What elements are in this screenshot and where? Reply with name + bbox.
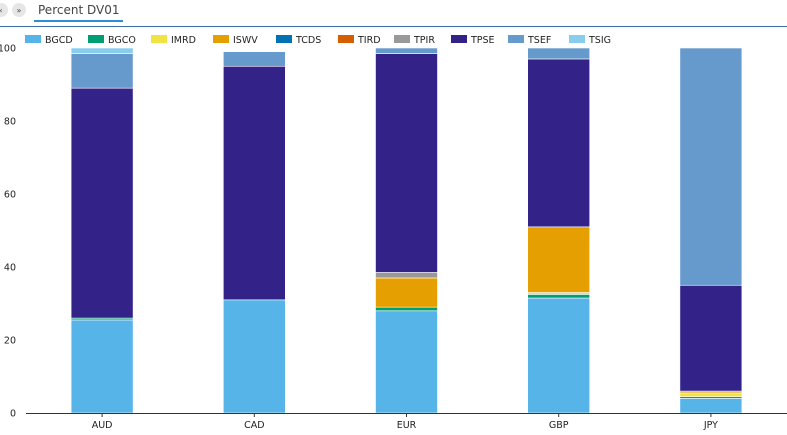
chart-legend: BGCD BGCO IMRD ISWV TCDS TIRD TPIR TPSE TSEF TSIG [25, 35, 611, 46]
x-tick-label-aud: AUD [92, 420, 113, 431]
y-tick-label: 100 [0, 44, 16, 55]
legend-swatch-tsig [569, 35, 585, 43]
legend-item-tsig[interactable]: TSIG [569, 35, 611, 46]
bar-segment-eur-tsef[interactable] [375, 47, 438, 54]
legend-label-bgcd: BGCD [45, 35, 73, 46]
legend-label-tsig: TSIG [588, 35, 611, 46]
legend-item-tcds[interactable]: TCDS [276, 35, 321, 46]
legend-item-tird[interactable]: TIRD [338, 35, 381, 46]
bar-segment-eur-iswv[interactable] [375, 277, 438, 308]
legend-swatch-tpir [394, 35, 410, 43]
bar-stack-jpy[interactable] [679, 47, 743, 414]
bar-stacks [70, 47, 743, 414]
legend-label-bgco: BGCO [108, 35, 136, 46]
bar-stack-eur[interactable] [375, 47, 438, 414]
legend-label-tpir: TPIR [413, 35, 435, 46]
bar-segment-eur-bgco[interactable] [375, 306, 438, 312]
y-tick-label: 0 [10, 409, 16, 420]
bar-segment-gbp-iswv[interactable] [527, 226, 591, 293]
bar-segment-aud-tpse[interactable] [70, 87, 134, 319]
tab-label: Percent DV01 [38, 3, 120, 17]
bar-segment-cad-tsef[interactable] [223, 51, 286, 67]
legend-swatch-tcds [276, 35, 292, 43]
scroll-left-button[interactable]: ‹ [0, 3, 8, 17]
legend-item-bgcd[interactable]: BGCD [25, 35, 73, 46]
tab-percent-dv01[interactable]: Percent DV01 [34, 0, 124, 24]
bar-segment-gbp-tpse[interactable] [527, 58, 591, 228]
legend-swatch-tpse [451, 35, 467, 43]
bar-segment-aud-bgcd[interactable] [70, 319, 134, 414]
legend-item-imrd[interactable]: IMRD [151, 35, 196, 46]
legend-swatch-iswv [213, 35, 229, 43]
bar-stack-gbp[interactable] [527, 47, 591, 414]
bar-stack-aud[interactable] [70, 47, 134, 414]
legend-label-tsef: TSEF [527, 35, 551, 46]
bar-segment-aud-tsef[interactable] [70, 53, 134, 89]
bar-segment-eur-tpir[interactable] [375, 272, 438, 279]
legend-item-tsef[interactable]: TSEF [508, 35, 551, 46]
legend-swatch-imrd [151, 35, 167, 43]
legend-label-tird: TIRD [357, 35, 381, 46]
legend-swatch-bgcd [25, 35, 41, 43]
bar-stack-cad[interactable] [223, 51, 286, 414]
bar-segment-gbp-bgco[interactable] [527, 294, 591, 299]
chevron-left-icon: ‹ [0, 6, 3, 15]
legend-label-imrd: IMRD [171, 35, 196, 46]
bar-segment-jpy-imrd[interactable] [679, 392, 743, 397]
bar-segment-jpy-tpse[interactable] [679, 284, 743, 392]
double-chevron-right-icon: » [16, 5, 22, 15]
scroll-right-button[interactable]: » [12, 3, 26, 17]
bar-segment-gbp-tsef[interactable] [527, 47, 591, 60]
y-tick-label: 20 [4, 336, 16, 347]
x-tick-label-jpy: JPY [703, 420, 718, 431]
bar-segment-cad-tpse[interactable] [223, 65, 286, 301]
bar-segment-gbp-bgcd[interactable] [527, 297, 591, 414]
legend-swatch-tird [338, 35, 354, 43]
bar-segment-jpy-tsef[interactable] [679, 47, 743, 286]
bar-segment-eur-bgcd[interactable] [375, 310, 438, 414]
bar-segment-aud-tsig[interactable] [70, 47, 134, 54]
legend-label-tpse: TPSE [470, 35, 495, 46]
x-tick-label-gbp: GBP [549, 420, 569, 431]
legend-item-tpir[interactable]: TPIR [394, 35, 435, 46]
bar-segment-eur-tpse[interactable] [375, 53, 438, 273]
x-axis: AUD CAD EUR GBP JPY [26, 413, 787, 431]
legend-label-tcds: TCDS [295, 35, 321, 46]
legend-item-iswv[interactable]: ISWV [213, 35, 258, 46]
x-tick-label-cad: CAD [244, 420, 264, 431]
legend-item-tpse[interactable]: TPSE [451, 35, 495, 46]
tab-bar: ‹ » Percent DV01 [0, 0, 787, 27]
y-tick-label: 60 [4, 190, 16, 201]
y-tick-label: 80 [4, 117, 16, 128]
legend-swatch-tsef [508, 35, 524, 43]
bar-segment-jpy-bgcd[interactable] [679, 398, 743, 414]
x-tick-label-eur: EUR [397, 420, 417, 431]
legend-item-bgco[interactable]: BGCO [88, 35, 136, 46]
legend-label-iswv: ISWV [233, 35, 258, 46]
legend-swatch-bgco [88, 35, 104, 43]
y-tick-label: 40 [4, 263, 16, 274]
bar-segment-cad-bgcd[interactable] [223, 299, 286, 414]
active-tab-indicator [34, 20, 124, 22]
y-axis: 0 20 40 60 80 100 [0, 44, 16, 420]
